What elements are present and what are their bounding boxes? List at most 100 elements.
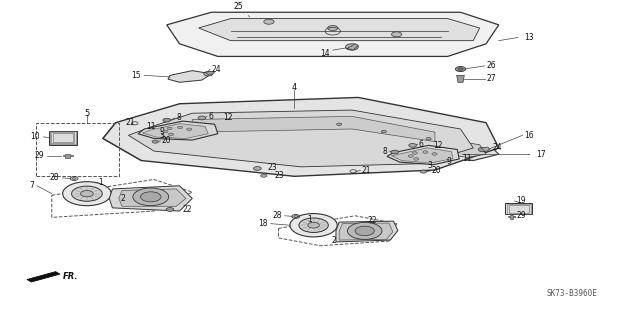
Circle shape xyxy=(141,192,161,202)
Polygon shape xyxy=(205,71,214,75)
Circle shape xyxy=(391,150,399,154)
Polygon shape xyxy=(109,186,192,211)
Text: 23: 23 xyxy=(268,163,277,172)
Polygon shape xyxy=(457,75,465,82)
Text: 7: 7 xyxy=(29,181,34,190)
Circle shape xyxy=(299,218,328,233)
Polygon shape xyxy=(49,130,77,145)
Text: 13: 13 xyxy=(524,33,534,42)
Circle shape xyxy=(177,126,182,129)
Text: 1: 1 xyxy=(99,178,103,187)
Circle shape xyxy=(412,152,417,154)
Text: 10: 10 xyxy=(31,132,40,141)
Text: 11: 11 xyxy=(462,154,471,163)
Polygon shape xyxy=(138,121,218,140)
Text: 15: 15 xyxy=(132,71,141,80)
Circle shape xyxy=(253,167,261,170)
Circle shape xyxy=(348,222,382,240)
Polygon shape xyxy=(347,44,358,50)
Circle shape xyxy=(260,174,267,177)
Text: 6: 6 xyxy=(208,112,213,121)
Circle shape xyxy=(72,178,76,180)
Text: 8: 8 xyxy=(382,146,387,156)
Text: 21: 21 xyxy=(125,118,135,127)
Text: 24: 24 xyxy=(492,144,502,152)
Text: 16: 16 xyxy=(524,131,534,140)
Text: 28: 28 xyxy=(272,211,282,220)
Text: 24: 24 xyxy=(211,64,221,74)
Circle shape xyxy=(166,208,173,211)
Circle shape xyxy=(413,158,419,160)
Text: 27: 27 xyxy=(486,74,495,83)
Text: 22: 22 xyxy=(368,216,378,225)
Polygon shape xyxy=(336,221,398,242)
Circle shape xyxy=(204,71,212,76)
Circle shape xyxy=(163,130,168,133)
Polygon shape xyxy=(481,147,489,152)
Text: 22: 22 xyxy=(182,205,192,214)
Text: 17: 17 xyxy=(536,150,545,159)
Circle shape xyxy=(409,144,417,147)
Text: 21: 21 xyxy=(362,166,371,175)
Text: 19: 19 xyxy=(516,197,526,205)
Polygon shape xyxy=(103,97,499,176)
Circle shape xyxy=(423,151,428,153)
Text: 14: 14 xyxy=(320,49,330,58)
Polygon shape xyxy=(27,271,60,282)
Text: 23: 23 xyxy=(274,171,284,180)
Text: 18: 18 xyxy=(258,219,268,228)
Polygon shape xyxy=(387,145,460,165)
Text: 20: 20 xyxy=(432,167,442,175)
Circle shape xyxy=(346,44,358,50)
Text: 4: 4 xyxy=(292,84,297,93)
Polygon shape xyxy=(339,223,393,240)
Circle shape xyxy=(432,153,437,155)
Polygon shape xyxy=(119,189,186,206)
Circle shape xyxy=(337,123,342,125)
Circle shape xyxy=(381,130,387,133)
Polygon shape xyxy=(143,124,208,138)
Polygon shape xyxy=(508,215,515,219)
Text: 3: 3 xyxy=(428,161,432,170)
Polygon shape xyxy=(505,203,532,214)
Circle shape xyxy=(133,188,169,206)
Circle shape xyxy=(198,116,205,120)
Text: 20: 20 xyxy=(162,137,172,145)
Text: 1: 1 xyxy=(307,215,312,224)
Circle shape xyxy=(264,19,274,24)
Polygon shape xyxy=(392,148,453,163)
Text: 3: 3 xyxy=(159,131,164,140)
Circle shape xyxy=(163,118,171,122)
Text: 29: 29 xyxy=(35,151,44,160)
Circle shape xyxy=(328,26,338,31)
Circle shape xyxy=(72,186,102,201)
Circle shape xyxy=(167,127,172,130)
Polygon shape xyxy=(168,70,211,82)
Circle shape xyxy=(294,215,298,217)
Polygon shape xyxy=(320,120,486,157)
Circle shape xyxy=(308,222,319,228)
Circle shape xyxy=(458,68,463,70)
Circle shape xyxy=(81,190,93,197)
Polygon shape xyxy=(192,116,435,142)
Circle shape xyxy=(63,182,111,206)
Text: 29: 29 xyxy=(516,211,526,220)
Polygon shape xyxy=(63,154,73,158)
Circle shape xyxy=(478,147,487,152)
Polygon shape xyxy=(129,110,473,167)
Polygon shape xyxy=(167,12,499,56)
Circle shape xyxy=(426,137,431,140)
Circle shape xyxy=(392,32,402,37)
Polygon shape xyxy=(307,113,499,160)
Circle shape xyxy=(168,133,173,136)
Text: FR.: FR. xyxy=(63,271,79,280)
Text: 2: 2 xyxy=(121,194,125,203)
Text: 2: 2 xyxy=(332,235,336,245)
Text: 25: 25 xyxy=(234,2,250,17)
Text: 5: 5 xyxy=(84,109,90,118)
Circle shape xyxy=(355,226,374,236)
Polygon shape xyxy=(198,19,479,41)
Text: 8: 8 xyxy=(176,114,181,122)
Text: 12: 12 xyxy=(434,141,443,150)
Text: 6: 6 xyxy=(419,140,424,149)
